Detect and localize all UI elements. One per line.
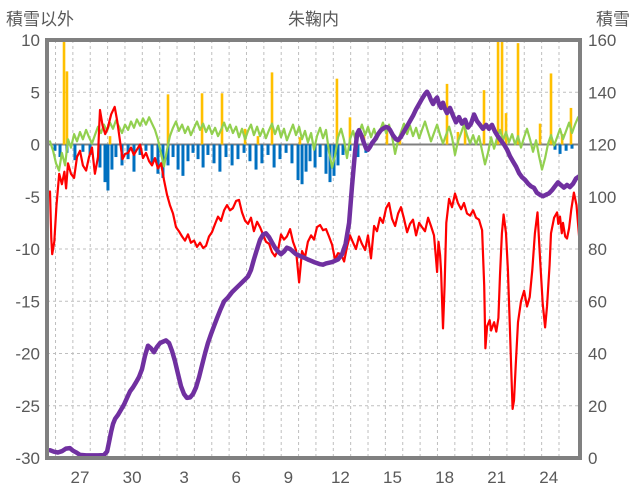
right-axis-tick-label: 0 (588, 449, 597, 468)
left-axis-tick-label: 10 (21, 31, 40, 50)
right-axis-tick-label: 80 (588, 240, 607, 259)
right-axis-tick-label: 140 (588, 83, 616, 102)
series-purple-snow-depth-line (49, 89, 578, 456)
right-axis-title: 積雪 (596, 10, 630, 29)
x-axis-tick-label: 18 (435, 468, 454, 487)
left-axis-tick-label: -25 (15, 397, 40, 416)
gridlines (47, 40, 580, 458)
left-axis-title: 積雪以外 (6, 10, 74, 29)
right-axis-tick-label: 160 (588, 31, 616, 50)
x-axis-tick-label: 12 (331, 468, 350, 487)
axis-tick-labels: 1050-5-10-15-20-25-301601401201008060402… (15, 31, 616, 487)
chart-title: 朱鞠内 (288, 10, 339, 29)
series-group (49, 42, 578, 456)
x-axis-tick-label: 21 (487, 468, 506, 487)
series-red-line (49, 105, 578, 410)
x-axis-tick-label: 30 (123, 468, 142, 487)
left-axis-tick-label: -5 (25, 188, 40, 207)
series-green-line (49, 116, 578, 172)
x-axis-tick-label: 9 (284, 468, 293, 487)
right-axis-tick-label: 100 (588, 188, 616, 207)
x-axis-tick-label: 24 (539, 468, 558, 487)
plot-frame (45, 38, 582, 460)
x-axis-tick-label: 15 (383, 468, 402, 487)
left-axis-tick-label: -20 (15, 345, 40, 364)
right-axis-tick-label: 120 (588, 136, 616, 155)
left-axis-tick-label: -10 (15, 240, 40, 259)
x-axis-tick-label: 27 (71, 468, 90, 487)
left-axis-tick-label: 0 (31, 136, 40, 155)
left-axis-tick-label: 5 (31, 83, 40, 102)
x-axis-tick-label: 3 (179, 468, 188, 487)
left-axis-tick-label: -30 (15, 449, 40, 468)
right-axis-tick-label: 40 (588, 345, 607, 364)
right-axis-tick-label: 60 (588, 292, 607, 311)
right-axis-tick-label: 20 (588, 397, 607, 416)
x-axis-tick-label: 6 (232, 468, 241, 487)
left-axis-tick-label: -15 (15, 292, 40, 311)
